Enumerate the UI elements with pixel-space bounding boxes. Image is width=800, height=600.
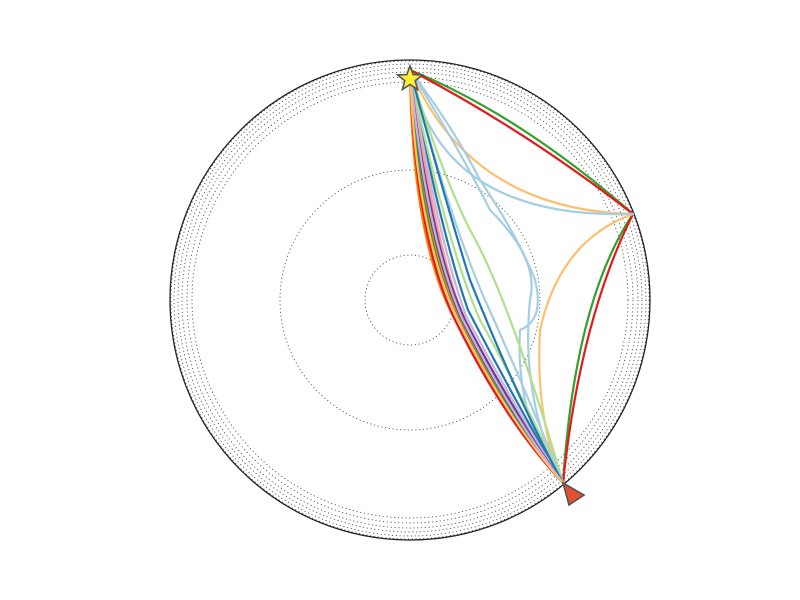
markers [395, 63, 586, 507]
deep-ray-path [408, 68, 565, 485]
deep-ray-path [408, 68, 565, 485]
discontinuity-circle [170, 60, 650, 540]
direct-ray-path [408, 68, 565, 485]
discontinuity-circle [279, 169, 541, 431]
direct-ray-path [408, 68, 565, 485]
discontinuity-circle [181, 71, 639, 529]
direct-ray-path [408, 68, 565, 485]
direct-ray-path [408, 68, 565, 485]
planet-surface-circle [169, 59, 651, 541]
discontinuity-circle [191, 81, 629, 519]
discontinuity-circle [177, 67, 643, 533]
discontinuity-circle [173, 63, 647, 537]
direct-ray-path [408, 68, 565, 485]
reflected-ray-path [408, 68, 634, 485]
discontinuity-circle [186, 76, 634, 524]
ray-paths [408, 68, 635, 485]
source-star-icon [395, 63, 425, 92]
receiver-triangle-icon [561, 481, 586, 507]
discontinuity-circles [170, 60, 650, 540]
direct-ray-path [408, 68, 565, 485]
deep-ray-path [408, 68, 565, 485]
